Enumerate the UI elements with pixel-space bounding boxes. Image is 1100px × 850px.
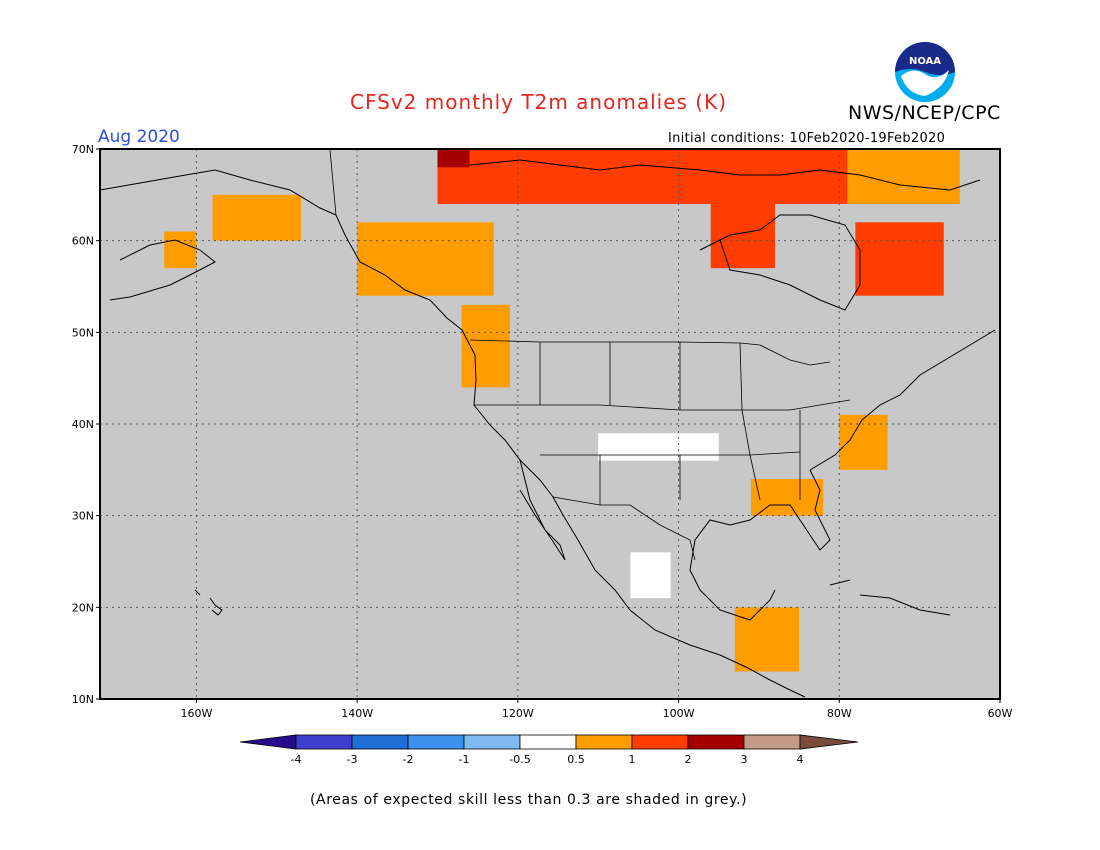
colorbar-tick-label: 3	[741, 753, 748, 766]
colorbar-swatch	[463, 734, 521, 750]
colorbar-tick-label: 1	[629, 753, 636, 766]
colorbar-max-arrow	[799, 734, 859, 750]
map-axis-labels: 10N 20N 30N 40N 50N 60N 70N 160W 140W 120W 100W 80W…	[72, 143, 1013, 720]
colorbar-tick-label: -2	[403, 753, 414, 766]
anomaly-region-13	[598, 433, 719, 461]
anomaly-region-10	[750, 479, 824, 516]
colorbar-min-arrow	[239, 734, 297, 750]
lat-tick-label: 30N	[72, 510, 94, 523]
anomaly-region-4	[437, 149, 880, 204]
noaa-logo-icon: NOAA	[895, 42, 955, 102]
colorbar-swatch	[687, 734, 745, 750]
colorbar-swatch	[743, 734, 801, 750]
colorbar-tick-label: -3	[347, 753, 358, 766]
lon-tick-label: 100W	[663, 707, 695, 720]
colorbar-swatch	[295, 734, 353, 750]
lat-tick-label: 50N	[72, 326, 94, 339]
lat-tick-label: 40N	[72, 418, 94, 431]
valid-month-label: Aug 2020	[98, 127, 180, 147]
lon-tick-label: 60W	[988, 707, 1013, 720]
colorbar-swatch	[519, 734, 577, 750]
agency-label: NWS/NCEP/CPC	[848, 102, 1001, 124]
map-title: CFSv2 monthly T2m anomalies (K)	[350, 90, 727, 114]
anomaly-region-6	[855, 222, 944, 296]
colorbar-tick-label: -4	[291, 753, 302, 766]
anomaly-region-2	[357, 222, 494, 296]
lat-tick-label: 10N	[72, 693, 94, 706]
noaa-logo-text: NOAA	[909, 56, 941, 67]
colorbar-swatch	[407, 734, 465, 750]
lat-tick-label: 70N	[72, 143, 94, 156]
initial-conditions-label: Initial conditions: 10Feb2020-19Feb2020	[668, 131, 946, 146]
lon-tick-label: 140W	[341, 707, 373, 720]
anomaly-region-12	[630, 552, 671, 599]
anomaly-region-3	[461, 304, 510, 388]
colorbar-tick-label: 0.5	[567, 753, 585, 766]
anomaly-region-8	[437, 149, 470, 168]
lon-tick-label: 80W	[827, 707, 852, 720]
skill-footnote: (Areas of expected skill less than 0.3 a…	[310, 792, 748, 808]
colorbar-swatch	[351, 734, 409, 750]
anomaly-region-5	[710, 204, 775, 269]
lat-tick-label: 60N	[72, 235, 94, 248]
colorbar-tick-label: -0.5	[509, 753, 530, 766]
anomaly-regions	[164, 149, 960, 672]
map-gridlines	[100, 149, 1000, 699]
colorbar-swatch	[631, 734, 689, 750]
colorbar-tick-label: 2	[685, 753, 692, 766]
anomaly-region-0	[212, 194, 301, 241]
colorbar-swatch	[575, 734, 633, 750]
lon-tick-label: 120W	[502, 707, 534, 720]
colorbar-tick-label: 4	[797, 753, 804, 766]
anomaly-region-1	[164, 231, 197, 269]
lon-tick-label: 160W	[180, 707, 212, 720]
colorbar-tick-label: -1	[459, 753, 470, 766]
lat-tick-label: 20N	[72, 601, 94, 614]
political-borders	[329, 149, 851, 561]
